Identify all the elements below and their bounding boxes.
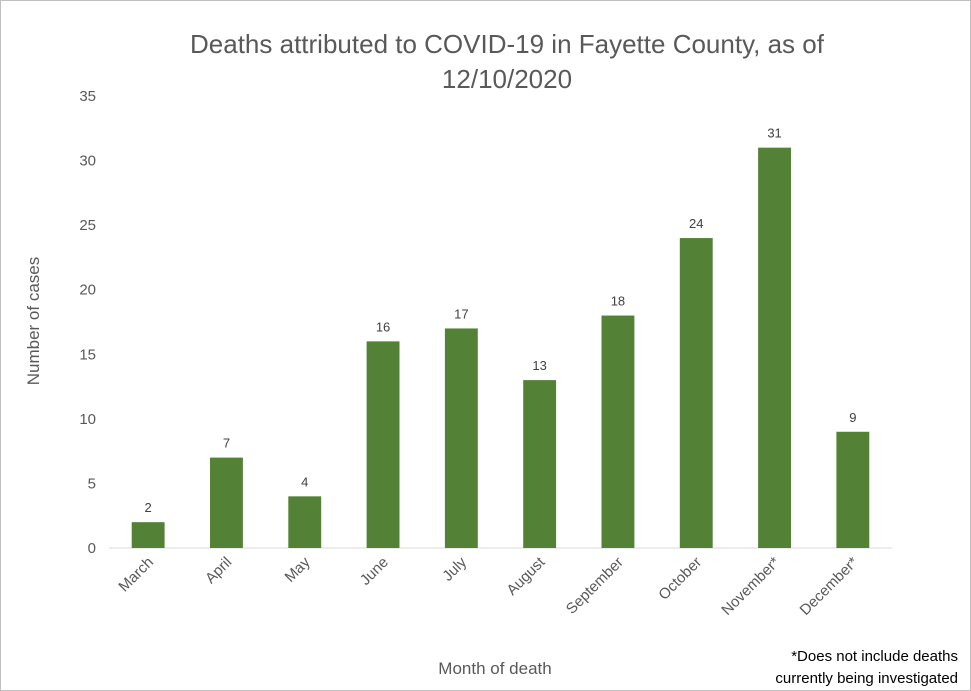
bar bbox=[758, 147, 791, 548]
x-axis-title: Month of death bbox=[438, 659, 551, 678]
chart-title-line2: 12/10/2020 bbox=[442, 64, 572, 94]
y-tick-label: 5 bbox=[88, 475, 96, 492]
chart-title-line1: Deaths attributed to COVID-19 in Fayette… bbox=[190, 29, 825, 59]
y-axis-title: Number of cases bbox=[24, 257, 43, 386]
y-tick-label: 0 bbox=[88, 540, 96, 557]
bar bbox=[836, 431, 870, 548]
y-tick-label: 20 bbox=[79, 282, 96, 299]
y-tick-label: 10 bbox=[79, 411, 96, 428]
bar bbox=[523, 380, 557, 548]
plot-area: 0 5 10 15 20 25 30 35 2 March 7 April 4 May 16 June 17 Ju… bbox=[79, 88, 892, 619]
x-tick-label: December* bbox=[797, 554, 862, 619]
x-tick-label: July bbox=[439, 553, 470, 584]
data-label: 2 bbox=[145, 500, 152, 515]
data-label: 4 bbox=[301, 474, 308, 489]
bar bbox=[679, 238, 713, 549]
data-label: 7 bbox=[223, 436, 230, 451]
footnote-line-2: currently being investigated bbox=[775, 670, 958, 687]
x-tick-label: April bbox=[202, 554, 235, 587]
x-tick-label: June bbox=[357, 554, 392, 589]
x-tick-label: May bbox=[282, 553, 314, 585]
x-tick-label: August bbox=[503, 553, 549, 599]
y-tick-label: 30 bbox=[79, 153, 96, 170]
x-tick-label: October bbox=[655, 554, 705, 604]
data-label: 13 bbox=[532, 358, 546, 373]
data-label: 16 bbox=[376, 319, 390, 334]
bar bbox=[366, 341, 400, 548]
data-label: 9 bbox=[849, 410, 856, 425]
footnote-line-1: *Does not include deaths bbox=[791, 648, 958, 665]
data-label: 17 bbox=[454, 306, 468, 321]
bar bbox=[210, 457, 243, 548]
footnote: *Does not include deaths currently being… bbox=[728, 646, 958, 690]
bar bbox=[444, 328, 478, 548]
data-label: 31 bbox=[767, 126, 781, 141]
y-tick-label: 35 bbox=[79, 88, 96, 105]
bar bbox=[288, 496, 322, 548]
x-tick-label: September bbox=[563, 554, 627, 618]
data-label: 18 bbox=[611, 294, 625, 309]
bar bbox=[131, 522, 165, 548]
y-tick-label: 15 bbox=[79, 346, 96, 363]
bar bbox=[601, 315, 635, 548]
x-tick-label: March bbox=[115, 554, 156, 595]
y-tick-label: 25 bbox=[79, 217, 96, 234]
x-tick-label: November* bbox=[718, 554, 783, 619]
data-label: 24 bbox=[689, 216, 703, 231]
